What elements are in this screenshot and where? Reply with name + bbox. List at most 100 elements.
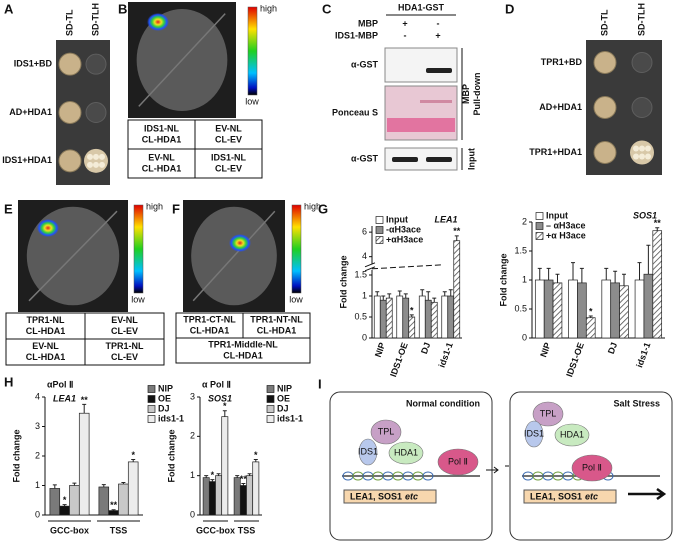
- legend-label: -αH3ace: [386, 224, 421, 234]
- y-tick-label: 3: [35, 421, 40, 431]
- y-tick-label: 1: [35, 480, 40, 490]
- cell-text: TPR1-NL: [106, 341, 145, 351]
- yeast-colony: [99, 153, 105, 160]
- x-tick-label: DJ: [419, 341, 432, 355]
- yeast-colony: [639, 153, 645, 160]
- scale-label: low: [289, 294, 303, 304]
- chart-title: LEA1: [434, 214, 457, 224]
- y-tick-label: 0.5: [354, 311, 367, 321]
- error-bar: [403, 293, 408, 299]
- y-tick-label: 2: [35, 450, 40, 460]
- yeast-spot: [593, 96, 617, 119]
- legend-swatch: [147, 405, 156, 413]
- yeast-spot: [58, 149, 82, 173]
- bar: [418, 295, 426, 339]
- row-label: MBP: [358, 18, 378, 28]
- panel-letter: F: [172, 201, 180, 216]
- y-tick-label: 2: [190, 431, 195, 441]
- significance: *: [223, 401, 227, 411]
- y-tick-label: 4: [362, 251, 367, 261]
- leaf-vein: [138, 13, 226, 107]
- bar: [215, 475, 223, 516]
- legend-swatch: [147, 385, 156, 393]
- error-bar: [72, 482, 77, 486]
- x-tick-label: ids1-1: [634, 341, 652, 369]
- blot-label: Ponceau S: [332, 107, 378, 117]
- error-bar: [646, 244, 651, 275]
- row-label: IDS1+HDA1: [2, 155, 52, 165]
- protein-label: Pol Ⅱ: [582, 462, 602, 472]
- error-bar: [655, 227, 660, 231]
- error-bar: [387, 293, 392, 299]
- x-tick-label: IDS1-OE: [388, 341, 410, 378]
- protein-label: HDA1: [560, 429, 584, 439]
- error-bar: [216, 473, 221, 476]
- yeast-spot: [85, 102, 107, 123]
- significance: **: [110, 500, 118, 510]
- legend-swatch: [375, 236, 384, 244]
- legend-swatch: [535, 232, 544, 240]
- error-bar: [204, 475, 209, 478]
- gene-label: LEA1, SOS1: [350, 491, 402, 501]
- cell-text: IDS1-NL: [144, 123, 180, 133]
- x-tick-label: TSS: [238, 525, 256, 535]
- protein: [358, 438, 378, 466]
- significance: **: [453, 226, 461, 236]
- error-bar: [210, 479, 215, 482]
- bar: [69, 485, 80, 516]
- error-bar: [454, 235, 459, 241]
- cell-text: CL-HDA1: [190, 325, 230, 335]
- error-bar: [613, 270, 618, 283]
- error-bar: [253, 459, 258, 462]
- error-bar: [571, 262, 576, 280]
- protein-label: IDS1: [358, 446, 378, 456]
- arrow: [486, 466, 499, 474]
- band: [426, 157, 452, 162]
- yeast-colony: [633, 153, 639, 160]
- gene-box: [343, 489, 437, 504]
- cell-text: CL-HDA1: [26, 352, 66, 362]
- error-bar: [409, 314, 414, 317]
- bar: [78, 412, 90, 516]
- y-tick-label: 1.5: [354, 269, 367, 279]
- x-tick-label: ids1-1: [437, 341, 455, 369]
- legend-label: +αH3ace: [386, 234, 423, 244]
- legend-label: NIP: [277, 383, 292, 393]
- error-bar: [588, 315, 593, 318]
- legend-swatch: [375, 216, 384, 224]
- y-tick-label: 1: [190, 470, 195, 480]
- y-axis-label: Fold change: [498, 253, 508, 306]
- chart-subtitle: SOS1: [208, 393, 232, 403]
- protein: [370, 419, 402, 445]
- protein-label: HDA1-GST: [398, 2, 445, 12]
- significance: **: [654, 218, 662, 228]
- bar: [221, 416, 229, 516]
- x-tick-label: GCC-box: [196, 525, 235, 535]
- y-tick-label: 1: [522, 274, 527, 284]
- bar: [453, 240, 461, 339]
- bar: [643, 273, 654, 339]
- bar: [118, 483, 129, 516]
- error-bar: [555, 273, 560, 283]
- legend-label: OE: [158, 393, 171, 403]
- band: [392, 157, 418, 162]
- bar: [373, 295, 381, 339]
- bar: [441, 295, 449, 339]
- yeast-colony: [99, 161, 105, 168]
- group-label: MBP: [461, 84, 471, 104]
- panel-letter: I: [318, 376, 322, 391]
- ponceau-band: [387, 118, 455, 132]
- bar: [534, 279, 545, 339]
- bar: [634, 279, 645, 339]
- bar: [402, 297, 410, 339]
- panel-letter: D: [505, 1, 514, 16]
- bar: [430, 301, 438, 339]
- y-tick-label: 0.5: [514, 303, 527, 313]
- column-label: SD-TLH: [90, 3, 100, 36]
- cell-text: CL-EV: [111, 352, 138, 362]
- error-bar: [62, 504, 67, 507]
- y-tick-label: 0: [522, 332, 527, 342]
- cell-text: EV-NL: [32, 341, 59, 351]
- bar: [619, 285, 629, 339]
